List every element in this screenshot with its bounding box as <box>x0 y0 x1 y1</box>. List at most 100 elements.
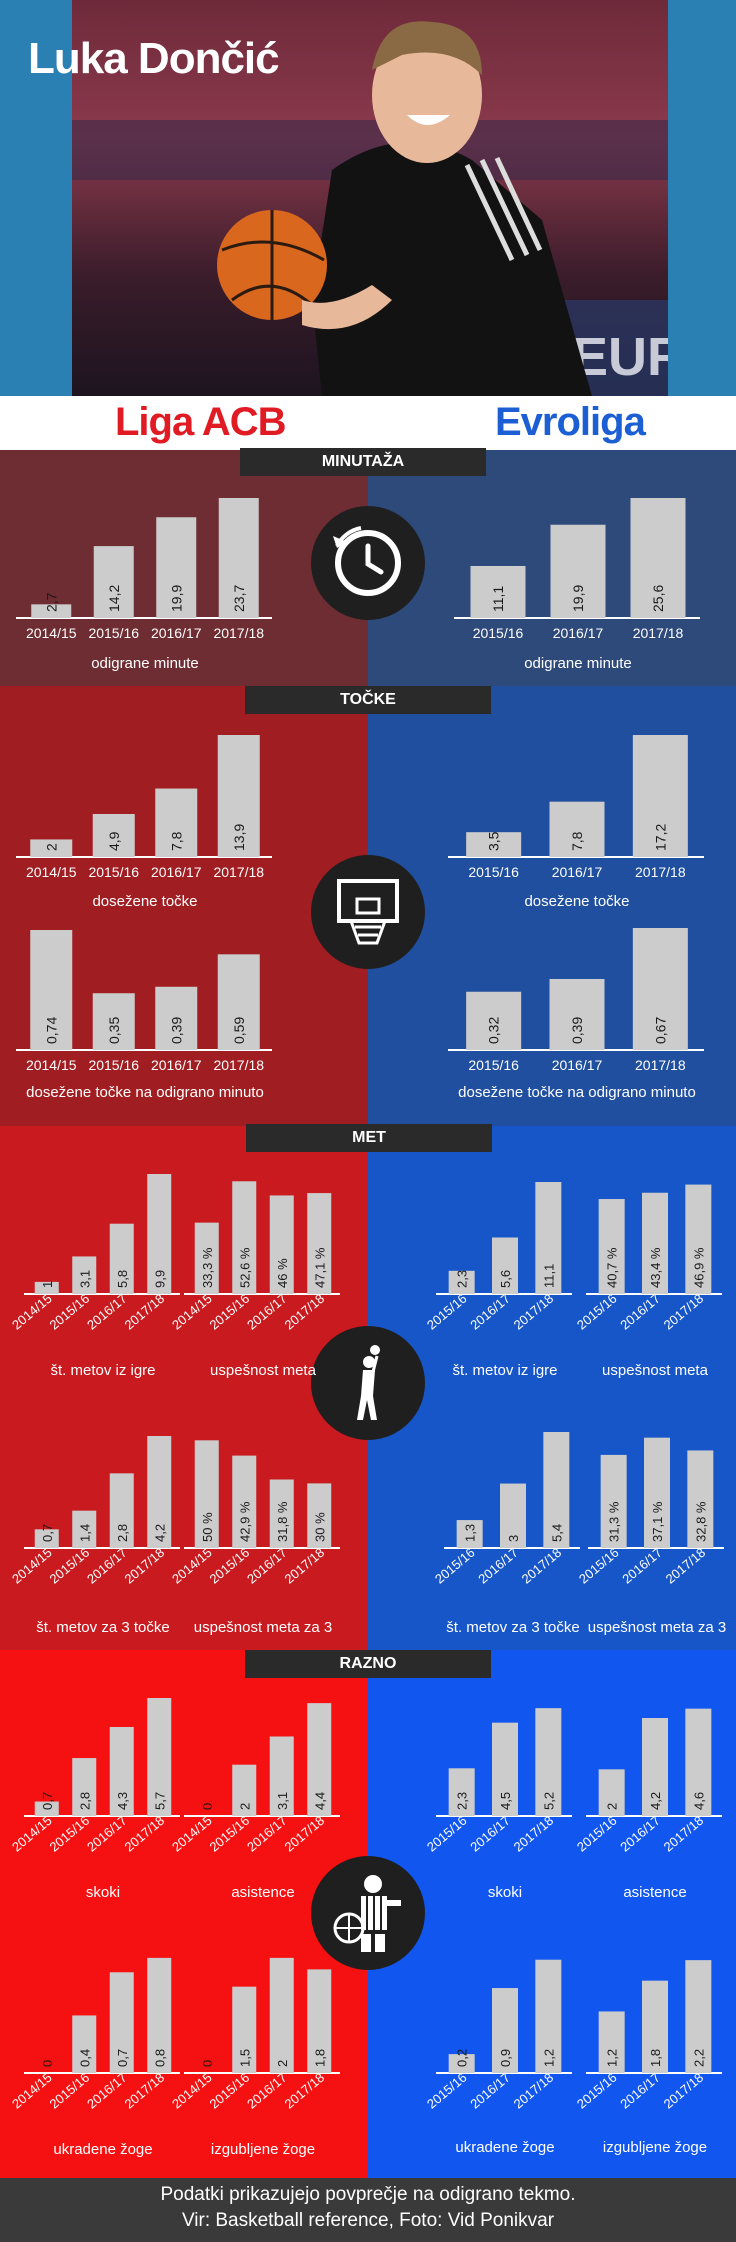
euro_tov-value-label-1: 1,8 <box>648 2049 663 2067</box>
acb_stl-caption: ukradene žoge <box>53 2141 152 2158</box>
euro_ppm-value-label-0: 0,32 <box>486 1017 502 1044</box>
euro_fgp-tick-label-1: 2016/17 <box>617 1291 663 1333</box>
acb_minutes-value-label-1: 14,2 <box>106 585 122 612</box>
acb_ppm-tick-label-0: 2014/15 <box>26 1057 77 1073</box>
acb_fga-tick-label-3: 2017/18 <box>122 1291 168 1333</box>
acb_fga-tick-label-2: 2016/17 <box>84 1291 130 1333</box>
section-header-minutaza: MINUTAŽA <box>240 448 486 476</box>
euro_3pp-bar-2 <box>687 1450 714 1548</box>
euro_minutes-tick-label-2: 2017/18 <box>633 625 684 641</box>
acb_ast-tick-label-3: 2017/18 <box>282 1813 328 1855</box>
euro_minutes-tick-label-1: 2016/17 <box>553 625 604 641</box>
acb_fgp-value-label-0: 33,3 % <box>200 1247 215 1288</box>
euro_fgp-bar-1 <box>642 1192 668 1294</box>
acb_points-tick-label-1: 2015/16 <box>88 864 139 880</box>
euro_points-bar-1 <box>549 801 605 857</box>
acb_minutes-tick-label-0: 2014/15 <box>26 625 77 641</box>
acb_stl-value-label-1: 0,4 <box>77 2049 92 2067</box>
league-acb-title: Liga ACB <box>115 400 287 444</box>
acb_points-value-label-1: 4,9 <box>106 831 122 851</box>
acb_tov-value-label-1: 1,5 <box>237 2049 252 2067</box>
euro_fga-value-label-0: 2,3 <box>455 1270 470 1288</box>
euro_minutes-caption: odigrane minute <box>524 655 632 672</box>
acb_reb-value-label-1: 2,8 <box>77 1792 92 1810</box>
acb_ppm-value-label-0: 0,74 <box>43 1017 59 1044</box>
euro_ast-caption: asistence <box>623 1884 686 1901</box>
euro_tov-bar-1 <box>642 1980 668 2073</box>
euro_fga-value-label-2: 11,1 <box>541 1264 556 1288</box>
euro_tov-value-label-0: 1,2 <box>605 2049 620 2067</box>
acb_ppm-bar-1 <box>92 993 135 1050</box>
euro_stl-tick-label-2: 2017/18 <box>511 2070 557 2112</box>
acb_ast-tick-label-0: 2014/15 <box>169 1813 215 1855</box>
acb_fgp-value-label-1: 52,6 % <box>237 1247 252 1288</box>
euro_points-bar-0 <box>466 832 522 857</box>
euro_3pp-bar-0 <box>600 1454 627 1548</box>
acb_tov-tick-label-3: 2017/18 <box>282 2070 328 2112</box>
acb_3pp-bar-2 <box>269 1479 294 1548</box>
euro_3pa-bar-2 <box>543 1432 570 1548</box>
euro_tov-bar-2 <box>685 1960 712 2073</box>
euro_fgp-bar-2 <box>685 1184 712 1294</box>
euro_3pp-tick-label-1: 2016/17 <box>619 1545 665 1587</box>
acb_ast-tick-label-1: 2015/16 <box>207 1813 253 1855</box>
tocke-acb-bg <box>0 686 368 1126</box>
acb_fgp-tick-label-3: 2017/18 <box>282 1291 328 1333</box>
euro_tov-caption: izgubljene žoge <box>603 2139 707 2156</box>
hero-photo-area: EURO Luka Dončić <box>0 0 736 396</box>
acb_fga-caption: št. metov iz igre <box>50 1362 155 1379</box>
acb_3pp-value-label-0: 50 % <box>200 1512 215 1542</box>
acb_ast-bar-2 <box>269 1736 294 1816</box>
euro_reb-value-label-2: 5,2 <box>541 1792 556 1810</box>
acb_fga-value-label-0: 1 <box>40 1281 55 1288</box>
acb_points-bar-0 <box>30 839 73 857</box>
euro_ast-bar-0 <box>598 1769 625 1816</box>
acb_3pa-bar-1 <box>72 1510 97 1548</box>
euro_ast-value-label-0: 2 <box>605 1803 620 1810</box>
acb_stl-bar-3 <box>147 1957 172 2073</box>
acb_ast-value-label-2: 3,1 <box>275 1792 290 1810</box>
shooter-icon <box>311 1326 425 1440</box>
acb_3pp-tick-label-0: 2014/15 <box>169 1545 215 1587</box>
euro_3pa-caption: št. metov za 3 točke <box>446 1619 579 1636</box>
acb_minutes-tick-label-1: 2015/16 <box>88 625 139 641</box>
acb_minutes-bar-2 <box>156 517 197 618</box>
acb_ast-value-label-3: 4,4 <box>312 1792 327 1810</box>
section-header-razno: RAZNO <box>245 1650 491 1678</box>
acb_points-bar-1 <box>92 813 135 857</box>
euro_3pa-value-label-2: 5,4 <box>549 1524 564 1542</box>
euro_3pa-value-label-0: 1,3 <box>463 1524 478 1542</box>
euro_minutes-bar-1 <box>550 524 606 618</box>
euro_minutes-tick-label-0: 2015/16 <box>473 625 524 641</box>
acb_fga-value-label-2: 5,8 <box>115 1270 130 1288</box>
euro_stl-tick-label-0: 2015/16 <box>424 2070 470 2112</box>
league-title-bar <box>0 396 736 450</box>
acb_reb-value-label-2: 4,3 <box>115 1792 130 1810</box>
acb_3pa-value-label-2: 2,8 <box>115 1524 130 1542</box>
euro_stl-value-label-0: 0,2 <box>455 2049 470 2067</box>
acb_reb-bar-2 <box>109 1726 134 1816</box>
euro_minutes-bar-2 <box>630 498 686 618</box>
acb_stl-bar-1 <box>72 2015 97 2073</box>
euro_fgp-tick-label-0: 2015/16 <box>574 1291 620 1333</box>
euro_points-bar-2 <box>632 735 688 857</box>
acb_tov-value-label-2: 2 <box>275 2060 290 2067</box>
euro_ppm-tick-label-2: 2017/18 <box>635 1057 686 1073</box>
acb_stl-tick-label-0: 2014/15 <box>9 2070 55 2112</box>
euro_ppm-caption: dosežene točke na odigrano minuto <box>458 1084 696 1101</box>
acb_reb-value-label-0: 0,7 <box>40 1792 55 1810</box>
euro_ast-tick-label-2: 2017/18 <box>661 1813 707 1855</box>
acb_3pp-bar-0 <box>194 1440 219 1548</box>
acb_fga-bar-2 <box>109 1223 134 1294</box>
acb_ppm-value-label-2: 0,39 <box>168 1017 184 1044</box>
acb_fgp-bar-2 <box>269 1195 294 1294</box>
acb_fga-value-label-1: 3,1 <box>77 1270 92 1288</box>
euro_reb-bar-2 <box>535 1708 562 1816</box>
euro_3pa-bar-1 <box>500 1483 526 1548</box>
acb_3pp-tick-label-3: 2017/18 <box>282 1545 328 1587</box>
euro_ppm-bar-1 <box>549 978 605 1050</box>
acb_ast-tick-label-2: 2016/17 <box>244 1813 290 1855</box>
acb_points-tick-label-0: 2014/15 <box>26 864 77 880</box>
euro_3pa-tick-label-0: 2015/16 <box>432 1545 478 1587</box>
euro_ppm-value-label-2: 0,67 <box>652 1017 668 1044</box>
